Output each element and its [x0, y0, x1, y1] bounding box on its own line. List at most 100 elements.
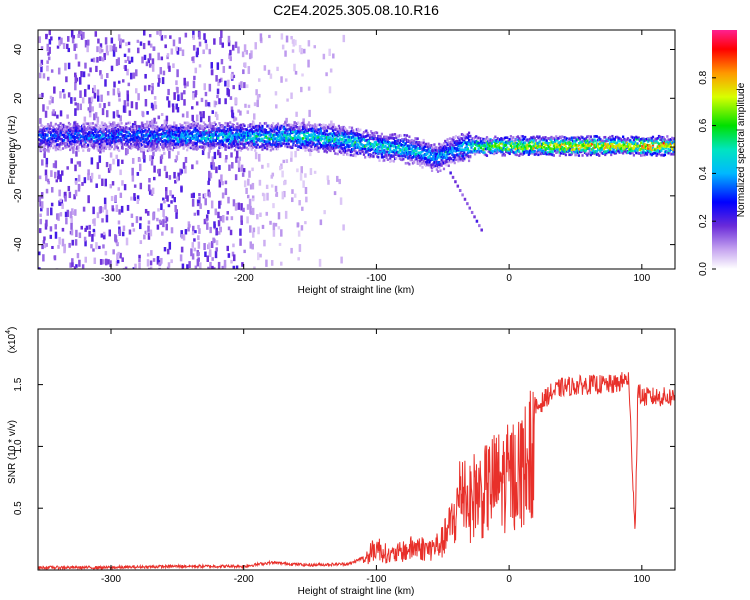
spectrogram-cell	[614, 135, 618, 139]
spectrogram-cell	[181, 49, 185, 57]
spectrogram-cell	[151, 86, 154, 95]
spectrogram-cell	[599, 142, 602, 146]
spectrogram-cell	[195, 124, 198, 128]
spectrogram-cell	[237, 135, 240, 138]
spectrogram-cell	[397, 154, 400, 158]
spectrogram-cell	[235, 128, 238, 131]
spectrogram-cell	[239, 130, 243, 133]
spectrogram-cell	[48, 100, 52, 105]
spectrogram-cell	[559, 145, 563, 148]
spectrogram-cell	[94, 141, 97, 144]
spectrogram-cell	[142, 30, 146, 36]
spectrogram-cell	[270, 174, 274, 179]
spectrogram-cell	[60, 199, 64, 206]
spectrogram-cell	[194, 126, 197, 130]
spectrogram-cell	[108, 125, 111, 128]
spectrogram-cell	[123, 124, 127, 128]
spectrogram-cell	[215, 124, 219, 128]
spectrogram-cell	[269, 124, 272, 128]
spectrogram-cell	[274, 185, 278, 192]
spectrogram-cell	[318, 135, 321, 139]
spectrogram-cell	[66, 143, 69, 146]
spectrogram-cell	[212, 142, 215, 145]
spectrogram-cell	[155, 141, 158, 145]
spectrogram-cell	[321, 134, 324, 138]
spectrogram-cell	[194, 138, 197, 141]
spectrogram-cell	[95, 65, 98, 73]
spectrogram-cell	[87, 132, 91, 140]
spectrogram-cell	[131, 128, 134, 131]
spectrogram-cell	[151, 124, 154, 128]
spectrogram-cell	[117, 93, 121, 98]
spectrogram-cell	[588, 138, 591, 141]
spectrogram-cell	[67, 62, 71, 70]
spectrogram-cell	[579, 138, 582, 141]
spectrogram-cell	[383, 145, 386, 149]
spectrogram-cell	[266, 192, 269, 201]
spectrogram-cell	[333, 140, 336, 143]
spectrogram-cell	[224, 121, 227, 125]
spectrogram-cell	[119, 141, 122, 145]
spectrogram-cell	[471, 137, 474, 140]
spectrogram-cell	[80, 124, 84, 128]
spectrogram-cell	[160, 56, 164, 61]
spectrogram-cell	[569, 142, 572, 145]
spectrogram-cell	[337, 124, 340, 128]
spectrogram-cell	[159, 156, 163, 164]
spectrogram-cell	[522, 150, 526, 154]
spectrogram-cell	[557, 149, 560, 153]
spectrogram-cell	[381, 145, 385, 149]
spectrogram-cell	[98, 136, 102, 140]
spectrogram-cell	[456, 153, 459, 156]
spectrogram-cell	[64, 129, 67, 133]
spectrogram-cell	[300, 131, 303, 135]
spectrogram-cell	[608, 135, 612, 139]
spectrogram-cell	[282, 136, 286, 139]
spectrogram-cell	[323, 141, 326, 144]
spectrogram-cell	[215, 229, 218, 235]
spectrogram-cell	[253, 113, 256, 120]
spectrogram-cell	[108, 131, 111, 135]
spectrogram-cell	[228, 53, 231, 60]
spectrogram-cell	[308, 152, 312, 157]
spectrogram-cell	[40, 66, 43, 73]
spectrogram-cell	[399, 139, 403, 142]
spectrogram-cell	[87, 107, 90, 111]
spectrogram-cell	[467, 159, 471, 163]
spectrogram-cell	[166, 266, 170, 269]
spectrogram-cell	[202, 142, 206, 146]
spectrogram-cell	[275, 147, 278, 151]
spectrogram-cell	[174, 131, 177, 134]
spectrogram-cell	[170, 48, 174, 55]
spectrogram-cell	[194, 142, 197, 145]
spectrogram-cell	[396, 142, 399, 145]
spectrogram-cell	[457, 154, 460, 157]
spectrogram-cell	[236, 137, 239, 141]
spectrogram-cell	[386, 142, 389, 145]
spectrogram-cell	[622, 144, 625, 147]
spectrogram-cell	[279, 133, 282, 137]
spectrogram-cell	[516, 149, 520, 152]
spectrogram-cell	[71, 146, 74, 150]
spectrogram-cell	[336, 145, 339, 148]
spectrogram-cell	[471, 149, 474, 153]
spectrogram-cell	[562, 150, 565, 153]
spectrogram-cell	[404, 142, 407, 145]
spectrogram-cell	[183, 99, 186, 106]
spectrogram-cell	[513, 145, 516, 149]
spectrogram-cell	[57, 125, 60, 129]
spectrogram-cell	[409, 150, 412, 154]
spectrogram-cell	[575, 153, 578, 157]
spectrogram-cell	[236, 125, 239, 129]
spectrogram-cell	[620, 150, 624, 153]
spectrogram-cell	[301, 206, 304, 211]
spectrogram-cell	[264, 142, 268, 146]
spectrogram-cell	[161, 127, 164, 131]
spectrogram-cell	[401, 154, 404, 158]
spectrogram-cell	[218, 142, 221, 146]
spectrogram-cell	[153, 127, 157, 131]
spectrogram-cell	[337, 146, 340, 149]
spectrogram-cell	[567, 139, 570, 142]
spectrogram-cell	[226, 87, 229, 96]
spectrogram-cell	[206, 125, 209, 129]
